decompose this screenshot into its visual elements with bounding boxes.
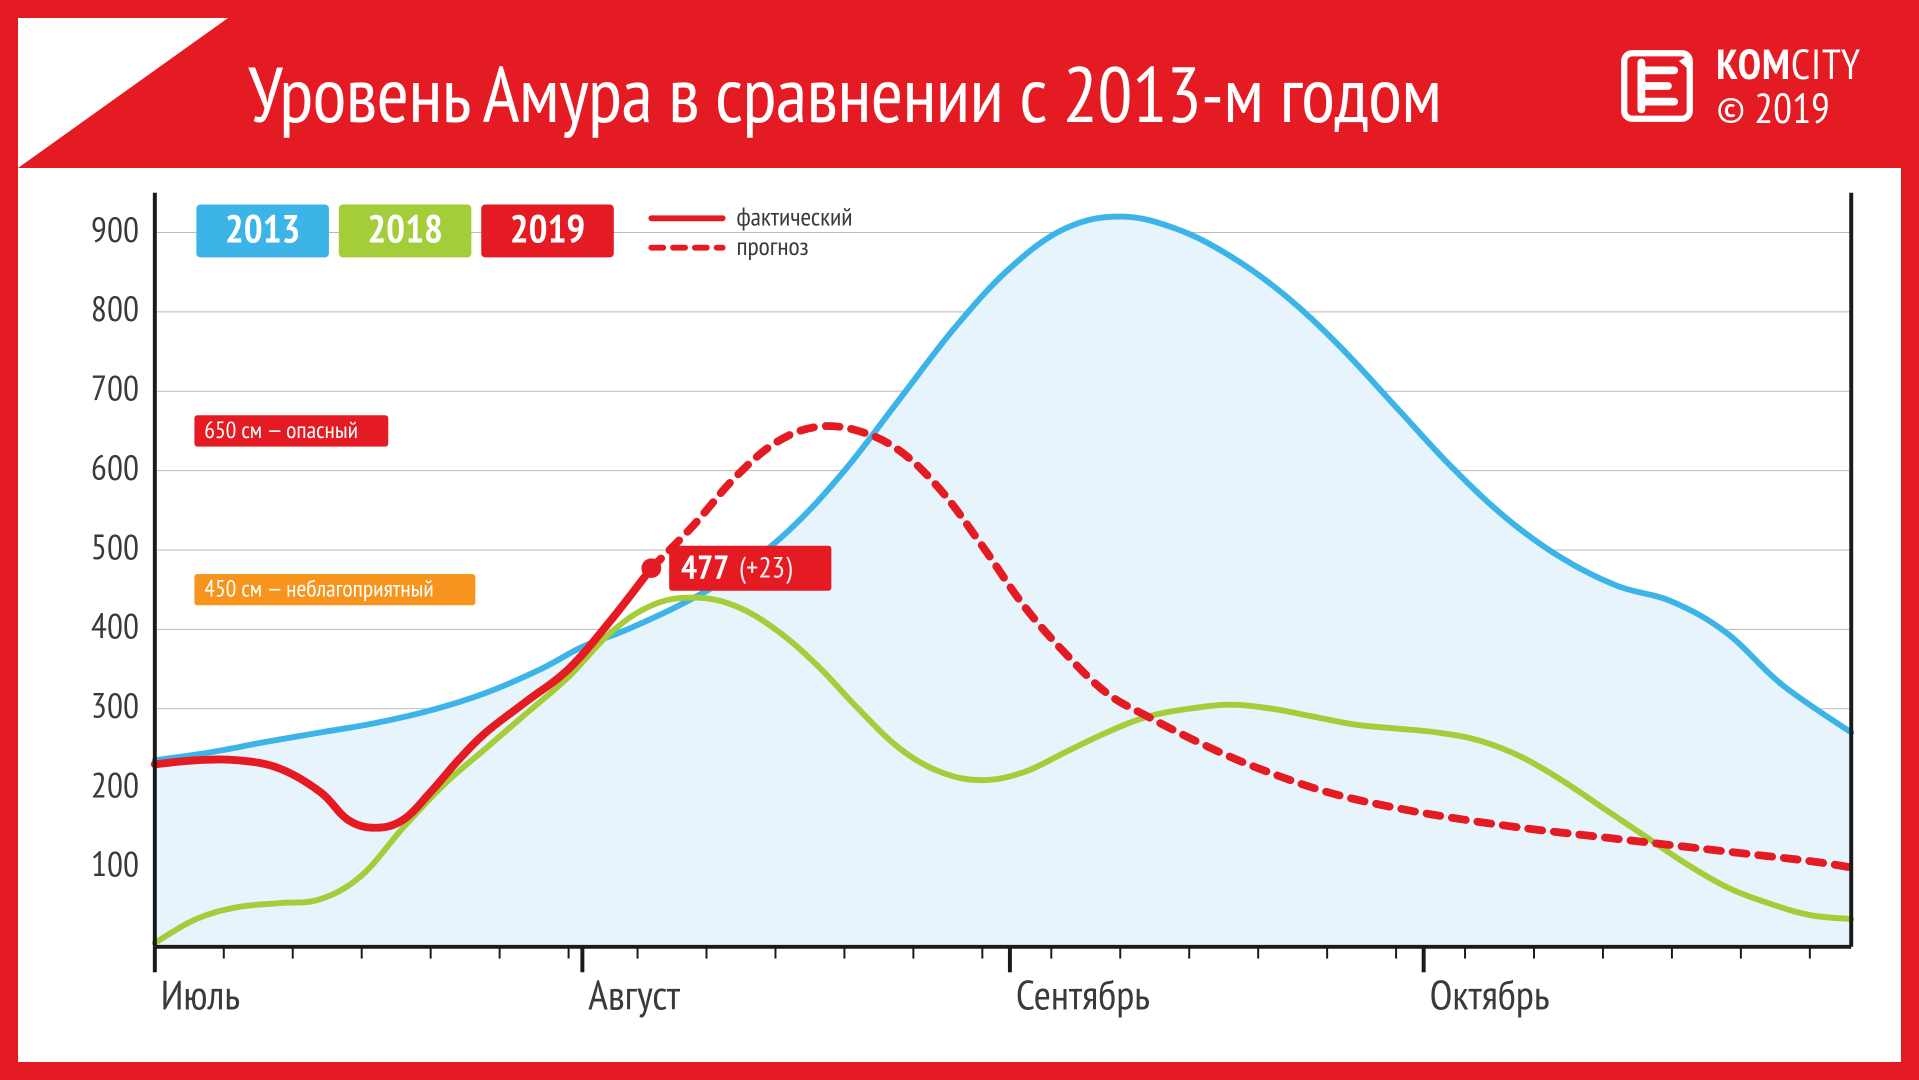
chart-svg: 100 200 300 400 500 600 700 800 900 Июль Август Сен…: [48, 183, 1871, 1032]
brand-block: KOMCITY © 2019: [1618, 42, 1861, 130]
brand-copyright: © 2019: [1716, 86, 1861, 130]
outer-frame: Уровень Амура в сравнении с 2013-м годом…: [0, 0, 1919, 1080]
svg-text:200: 200: [91, 761, 139, 807]
svg-text:Сентябрь: Сентябрь: [1016, 969, 1150, 1022]
header-bar: Уровень Амура в сравнении с 2013-м годом…: [18, 18, 1901, 168]
svg-text:500: 500: [91, 523, 139, 569]
header-notch: [18, 18, 228, 168]
svg-text:2018: 2018: [367, 203, 443, 254]
svg-text:прогноз: прогноз: [736, 230, 808, 263]
svg-text:Август: Август: [588, 969, 681, 1022]
svg-text:Октябрь: Октябрь: [1430, 969, 1550, 1022]
svg-text:800: 800: [91, 285, 139, 331]
svg-text:400: 400: [91, 602, 139, 648]
svg-text:Июль: Июль: [161, 969, 240, 1022]
svg-text:650 см — опасный: 650 см — опасный: [204, 414, 358, 445]
svg-text:900: 900: [91, 205, 139, 251]
svg-text:700: 700: [91, 364, 139, 410]
svg-text:300: 300: [91, 682, 139, 728]
callout-point: [641, 558, 661, 578]
brand-icon: [1618, 47, 1696, 125]
svg-text:450 см — неблагоприятный: 450 см — неблагоприятный: [204, 573, 434, 604]
svg-text:фактический: фактический: [736, 201, 852, 234]
svg-text:2013: 2013: [225, 203, 301, 254]
chart-area: 100 200 300 400 500 600 700 800 900 Июль Август Сен…: [48, 183, 1871, 1032]
page-title: Уровень Амура в сравнении с 2013-м годом: [248, 43, 1442, 144]
svg-text:2019: 2019: [510, 203, 586, 254]
svg-text:100: 100: [91, 840, 139, 886]
svg-text:600: 600: [91, 444, 139, 490]
